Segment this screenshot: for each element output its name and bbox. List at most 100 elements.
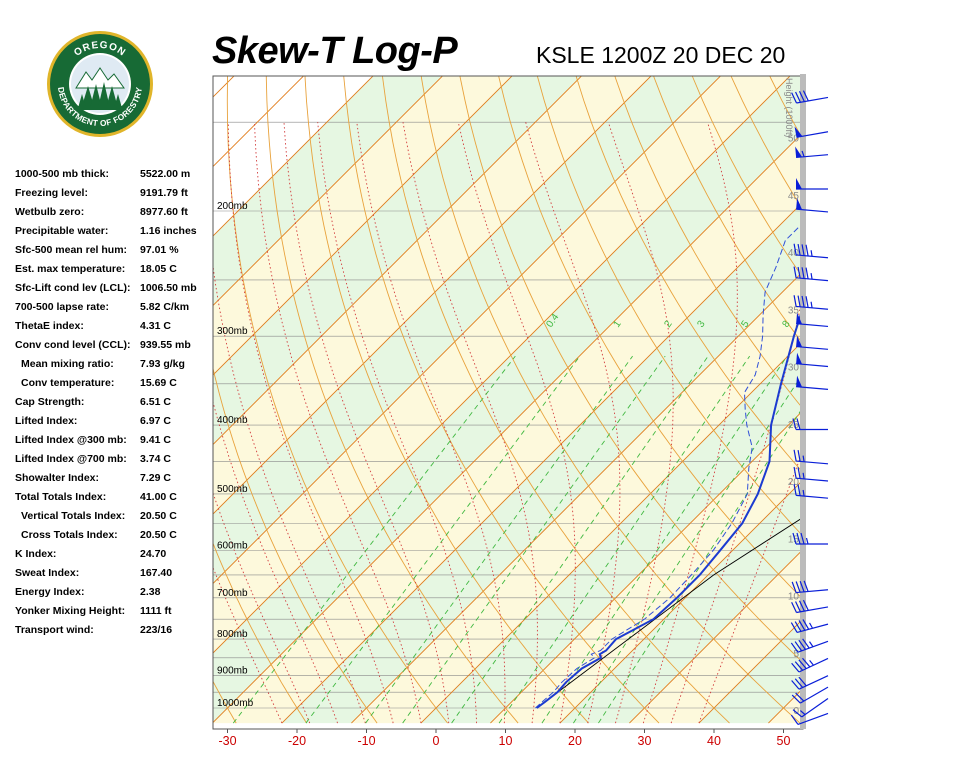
index-label: Est. max temperature: [15, 263, 126, 275]
wind-barb [793, 484, 829, 499]
height-tick-label: 5 [793, 649, 799, 660]
wind-barb [793, 466, 829, 482]
wind-barb [796, 352, 829, 368]
moist-adiabat [457, 122, 576, 724]
x-tick-label: 10 [499, 734, 513, 748]
index-row: Cap Strength: 6.51 C [15, 396, 215, 415]
isotherm-line [213, 76, 444, 307]
index-row: Transport wind: 223/16 [15, 624, 215, 643]
pressure-label: 300mb [217, 326, 248, 337]
wind-barb [791, 686, 829, 704]
mixing-ratio-line [451, 355, 709, 724]
index-row: Energy Index: 2.38 [15, 586, 215, 605]
isotherm-band [213, 76, 803, 723]
isotherm-line [838, 0, 960, 723]
index-label: Yonker Mixing Height: [15, 605, 126, 617]
index-row: Wetbulb zero: 8977.60 ft [15, 206, 215, 225]
pressure-label: 900mb [217, 665, 248, 676]
index-row: Sfc-Lift cond lev (LCL): 1006.50 mb [15, 282, 215, 301]
pressure-label: 200mb [217, 201, 248, 212]
index-value: 97.01 % [140, 244, 179, 256]
isotherm-line [213, 76, 652, 515]
index-label: Showalter Index: [15, 472, 100, 484]
index-row: Freezing level: 9191.79 ft [15, 187, 215, 206]
index-label: ThetaE index: [15, 320, 84, 332]
isotherm-line [213, 76, 305, 168]
height-tick-label: 10 [788, 592, 800, 603]
dry-adiabat [536, 76, 803, 537]
parcel-path-line [536, 516, 803, 709]
index-label: Sweat Index: [15, 567, 80, 579]
mixing-ratio-line [402, 355, 666, 724]
wind-barb [795, 146, 829, 159]
dry-adiabat [614, 76, 803, 410]
index-value: 24.70 [140, 548, 167, 560]
index-value: 939.55 mb [140, 339, 191, 351]
wind-barb [791, 580, 829, 594]
index-row: Showalter Index: 7.29 C [15, 472, 215, 491]
index-label: Lifted Index @700 mb: [15, 453, 127, 465]
height-tick-label: 50 [788, 134, 800, 145]
dry-adiabat [653, 76, 803, 345]
height-tick-label: 15 [788, 534, 800, 545]
index-value: 1111 ft [140, 605, 172, 617]
dry-adiabat [420, 76, 801, 724]
station-label: KSLE 1200Z 20 DEC 20 [536, 42, 786, 68]
index-label: Energy Index: [15, 586, 85, 598]
index-label: Wetbulb zero: [15, 206, 85, 218]
wind-barb [796, 375, 829, 390]
index-value: 6.97 C [140, 415, 171, 427]
dry-adiabat [213, 366, 378, 724]
isotherm-line [559, 479, 803, 724]
x-tick-label: 0 [433, 734, 440, 748]
height-tick-label: 30 [788, 363, 800, 374]
index-label: Mean mixing ratio: [21, 358, 114, 370]
wind-barb [790, 638, 829, 653]
index-row: Sfc-500 mean rel hum: 97.01 % [15, 244, 215, 263]
index-value: 5522.00 m [140, 168, 191, 180]
chart-title: Skew-T Log-P [212, 30, 458, 72]
index-label: Cap Strength: [15, 396, 85, 408]
wind-barb [791, 90, 829, 104]
index-value: 6.51 C [140, 396, 171, 408]
wind-barb [792, 418, 828, 431]
index-label: Freezing level: [15, 187, 88, 199]
dry-adiabat [382, 76, 730, 724]
moist-adiabat [254, 122, 422, 724]
dry-adiabat [343, 76, 660, 724]
moist-adiabat [213, 262, 366, 724]
dry-adiabat [873, 53, 960, 723]
pressure-label: 500mb [217, 484, 248, 495]
wind-barb [793, 295, 829, 310]
height-tick-label: 0 [793, 706, 799, 717]
index-value: 20.50 C [140, 510, 177, 522]
isotherm-line [213, 76, 583, 446]
pressure-label: 700mb [217, 588, 248, 599]
x-tick-label: -30 [218, 734, 236, 748]
dry-adiabat [459, 76, 803, 664]
index-row: K Index: 24.70 [15, 548, 215, 567]
x-tick-label: -10 [357, 734, 375, 748]
index-label: K Index: [15, 548, 57, 560]
index-value: 7.29 C [140, 472, 171, 484]
height-tick-label: 25 [788, 420, 800, 431]
dry-adiabat [213, 542, 307, 724]
index-value: 4.31 C [140, 320, 171, 332]
dry-adiabat [911, 53, 960, 723]
dry-adiabat [575, 76, 803, 474]
index-label: 1000-500 mb thick: [15, 168, 109, 180]
moist-adiabat [698, 449, 803, 724]
wind-barb [796, 312, 829, 328]
wind-barb [791, 657, 829, 673]
moist-adiabat [213, 491, 311, 724]
isotherm-line [213, 76, 374, 237]
index-row: 700-500 lapse rate: 5.82 C/km [15, 301, 215, 320]
index-value: 3.74 C [140, 453, 171, 465]
moist-adiabat [525, 122, 621, 724]
index-row: ThetaE index: 4.31 C [15, 320, 215, 339]
index-row: Vertical Totals Index: 20.50 C [15, 510, 215, 529]
index-label: Transport wind: [15, 624, 94, 636]
moist-adiabat [213, 566, 283, 724]
index-value: 9191.79 ft [140, 187, 188, 199]
index-value: 2.38 [140, 586, 161, 598]
